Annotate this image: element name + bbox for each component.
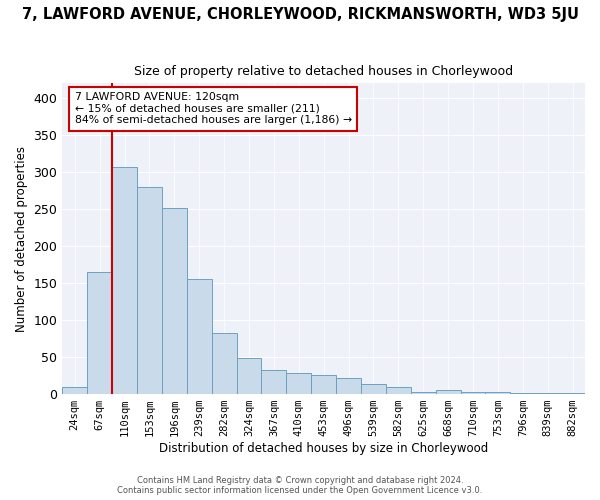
Bar	[485, 392, 511, 394]
Bar	[137, 187, 162, 394]
Bar	[311, 375, 336, 394]
Bar	[236, 358, 262, 394]
Text: 7 LAWFORD AVENUE: 120sqm
← 15% of detached houses are smaller (211)
84% of semi-: 7 LAWFORD AVENUE: 120sqm ← 15% of detach…	[75, 92, 352, 126]
Bar	[87, 272, 112, 394]
Text: 7, LAWFORD AVENUE, CHORLEYWOOD, RICKMANSWORTH, WD3 5JU: 7, LAWFORD AVENUE, CHORLEYWOOD, RICKMANS…	[22, 8, 578, 22]
Bar	[212, 332, 236, 394]
Bar	[361, 384, 386, 394]
Title: Size of property relative to detached houses in Chorleywood: Size of property relative to detached ho…	[134, 65, 513, 78]
Bar	[187, 280, 212, 394]
Bar	[436, 390, 461, 394]
Bar	[461, 392, 485, 394]
Y-axis label: Number of detached properties: Number of detached properties	[15, 146, 28, 332]
Text: Contains HM Land Registry data © Crown copyright and database right 2024.
Contai: Contains HM Land Registry data © Crown c…	[118, 476, 482, 495]
Bar	[112, 167, 137, 394]
X-axis label: Distribution of detached houses by size in Chorleywood: Distribution of detached houses by size …	[159, 442, 488, 455]
Bar	[162, 208, 187, 394]
Bar	[386, 386, 411, 394]
Bar	[262, 370, 286, 394]
Bar	[62, 388, 87, 394]
Bar	[336, 378, 361, 394]
Bar	[286, 372, 311, 394]
Bar	[411, 392, 436, 394]
